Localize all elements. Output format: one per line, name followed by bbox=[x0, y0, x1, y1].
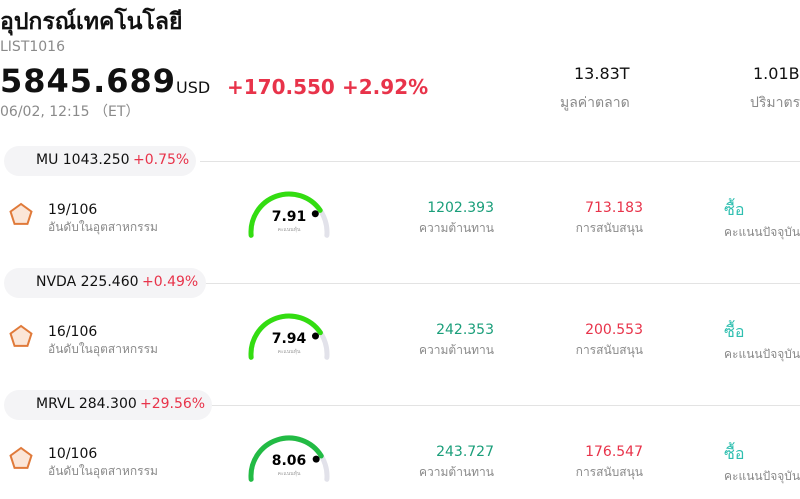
gauge-needle bbox=[312, 455, 320, 463]
signal: ซื้อ bbox=[724, 200, 745, 219]
change: +170.550 bbox=[227, 75, 335, 99]
rank-label: อันดับในอุตสาหกรรม bbox=[48, 342, 158, 356]
support: 200.553 bbox=[585, 322, 643, 338]
resistance: 1202.393 bbox=[427, 200, 494, 216]
score-label: คะแนนหุ้น bbox=[278, 226, 301, 233]
rank-icon bbox=[9, 446, 33, 469]
ticker: MU 1043.250 bbox=[36, 152, 130, 168]
support: 176.547 bbox=[585, 444, 643, 460]
gauge-needle bbox=[311, 210, 319, 218]
support-label: การสนับสนุน bbox=[575, 343, 643, 357]
rank: 10/106 bbox=[48, 446, 98, 462]
score: 7.91 bbox=[272, 209, 307, 225]
support-label: การสนับสนุน bbox=[575, 221, 643, 235]
currency: USD bbox=[176, 78, 211, 97]
signal-label: คะแนนปัจจุบัน bbox=[724, 225, 800, 239]
resistance-label: ความต้านทาน bbox=[419, 343, 494, 357]
resistance: 243.727 bbox=[436, 444, 494, 460]
separator bbox=[200, 405, 800, 406]
resistance-label: ความต้านทาน bbox=[419, 221, 494, 235]
score: 8.06 bbox=[272, 453, 307, 469]
change-pct: +2.92% bbox=[342, 75, 429, 99]
market-cap-label: มูลค่าตลาด bbox=[560, 95, 630, 111]
ticker-change: +29.56% bbox=[140, 396, 206, 412]
resistance: 242.353 bbox=[436, 322, 494, 338]
stock-pill[interactable] bbox=[4, 390, 212, 420]
signal: ซื้อ bbox=[724, 444, 745, 463]
support-label: การสนับสนุน bbox=[575, 465, 643, 479]
rank: 16/106 bbox=[48, 324, 98, 340]
rank-label: อันดับในอุตสาหกรรม bbox=[48, 220, 158, 234]
volume-label: ปริมาตร bbox=[750, 95, 800, 111]
gauge-value bbox=[248, 435, 324, 482]
timestamp: 06/02, 12:15 （ET） bbox=[0, 104, 140, 120]
price: 5845.689 bbox=[0, 62, 177, 100]
score: 7.94 bbox=[272, 331, 307, 347]
gauge-value bbox=[248, 191, 323, 238]
support: 713.183 bbox=[585, 200, 643, 216]
score-label: คะแนนหุ้น bbox=[278, 470, 301, 477]
signal: ซื้อ bbox=[724, 322, 745, 341]
ticker: NVDA 225.460 bbox=[36, 274, 139, 290]
ticker: MRVL 284.300 bbox=[36, 396, 137, 412]
rank-icon bbox=[9, 324, 33, 347]
separator bbox=[200, 161, 800, 162]
stock-pill[interactable] bbox=[4, 268, 206, 298]
rank-label: อันดับในอุตสาหกรรม bbox=[48, 464, 158, 478]
signal-label: คะแนนปัจจุบัน bbox=[724, 469, 800, 483]
gauge-needle bbox=[311, 332, 319, 340]
ticker-change: +0.75% bbox=[133, 152, 190, 168]
gauge-value bbox=[248, 313, 323, 360]
list-code: LIST1016 bbox=[0, 39, 65, 55]
rank: 19/106 bbox=[48, 202, 98, 218]
rank-icon bbox=[9, 202, 33, 225]
ticker-change: +0.49% bbox=[142, 274, 199, 290]
market-cap: 13.83T bbox=[574, 64, 630, 83]
volume: 1.01B bbox=[753, 64, 800, 83]
stock-pill[interactable] bbox=[4, 146, 196, 176]
score-label: คะแนนหุ้น bbox=[278, 348, 301, 355]
resistance-label: ความต้านทาน bbox=[419, 465, 494, 479]
separator bbox=[200, 283, 800, 284]
page-title: อุปกรณ์เทคโนโลยี bbox=[0, 9, 183, 35]
signal-label: คะแนนปัจจุบัน bbox=[724, 347, 800, 361]
